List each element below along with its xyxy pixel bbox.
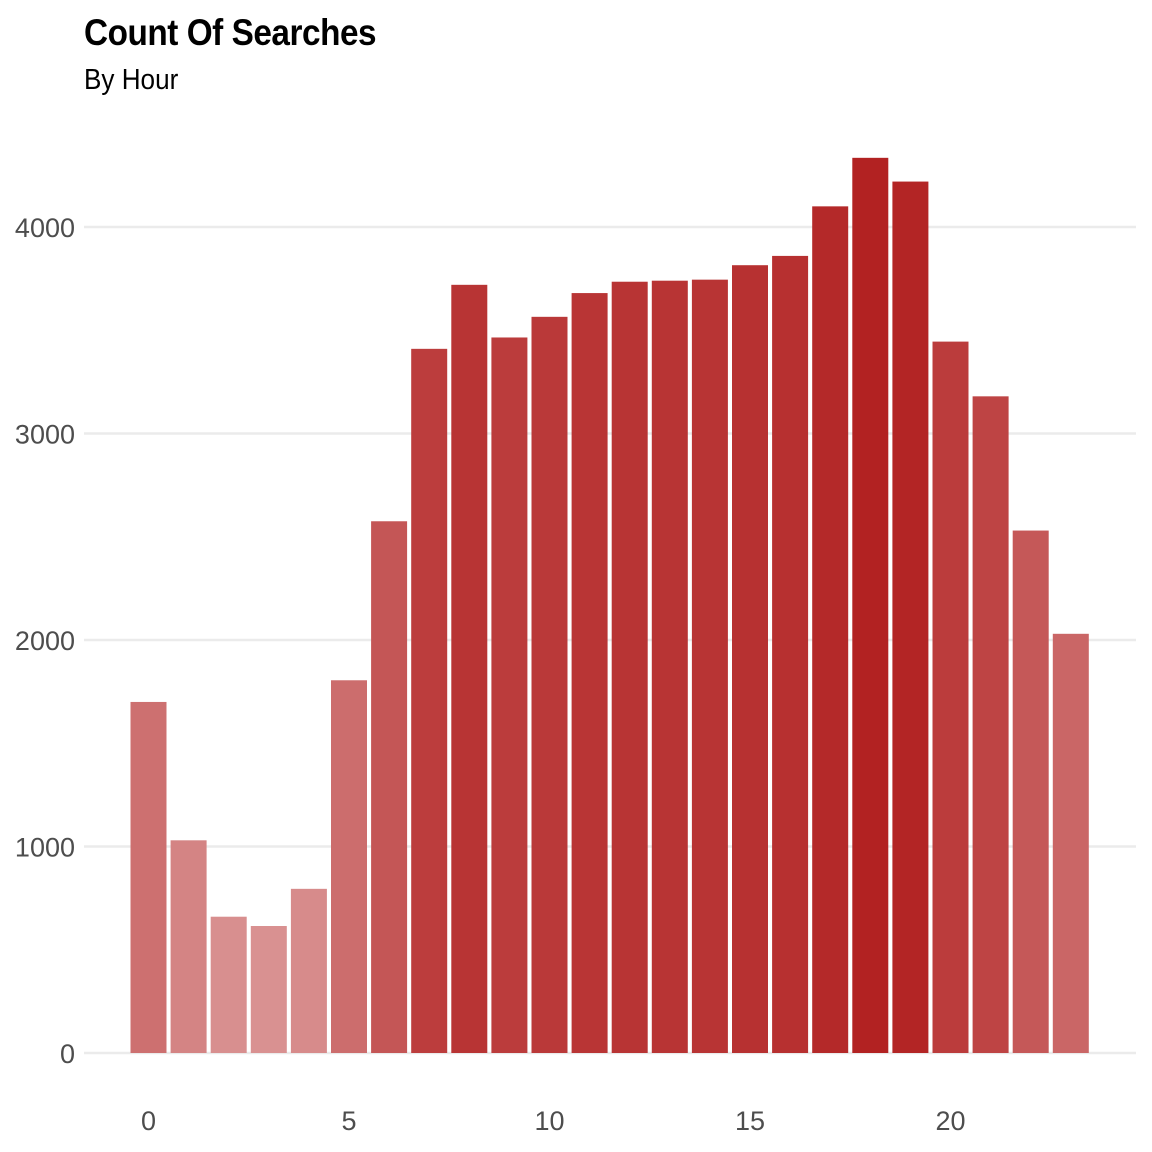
bar-hour-9: [491, 337, 528, 1053]
y-tick-label: 2000: [15, 626, 75, 656]
bar-hour-20: [932, 341, 969, 1053]
x-tick-label: 20: [935, 1106, 965, 1136]
bar-hour-23: [1052, 633, 1089, 1053]
bar-hour-19: [892, 181, 929, 1053]
y-tick-label: 0: [60, 1039, 75, 1069]
bar-hour-17: [812, 206, 849, 1054]
bar-hour-15: [732, 265, 768, 1053]
x-axis: 0 5 10 15 20: [141, 1106, 966, 1136]
y-tick-label: 1000: [15, 833, 75, 863]
bars: [130, 157, 1089, 1054]
bar-hour-4: [290, 888, 327, 1053]
bar-hour-10: [531, 316, 568, 1053]
bar-hour-14: [691, 279, 728, 1054]
bar-hour-16: [772, 255, 809, 1053]
bar-hour-18: [852, 157, 889, 1053]
bar-hour-7: [411, 348, 448, 1054]
bar-hour-8: [451, 284, 488, 1053]
x-tick-label: 15: [735, 1106, 765, 1136]
y-axis: 0 1000 2000 3000 4000: [15, 213, 75, 1069]
chart-title: Count Of Searches: [84, 12, 377, 53]
y-tick-label: 4000: [15, 213, 75, 243]
x-tick-label: 10: [534, 1106, 564, 1136]
bar-hour-3: [250, 926, 287, 1053]
x-tick-label: 5: [341, 1106, 356, 1136]
bar-hour-6: [371, 521, 408, 1053]
chart-subtitle: By Hour: [84, 64, 179, 96]
bar-hour-11: [571, 293, 608, 1054]
bar-hour-21: [972, 396, 1009, 1054]
x-tick-label: 0: [141, 1106, 156, 1136]
bar-hour-2: [210, 916, 247, 1053]
bar-hour-1: [170, 840, 207, 1053]
bar-hour-0: [130, 701, 167, 1053]
bar-hour-22: [1012, 530, 1049, 1053]
bar-hour-12: [611, 281, 648, 1053]
bar-hour-13: [651, 280, 688, 1053]
bar-hour-5: [331, 680, 367, 1053]
y-tick-label: 3000: [15, 420, 75, 450]
